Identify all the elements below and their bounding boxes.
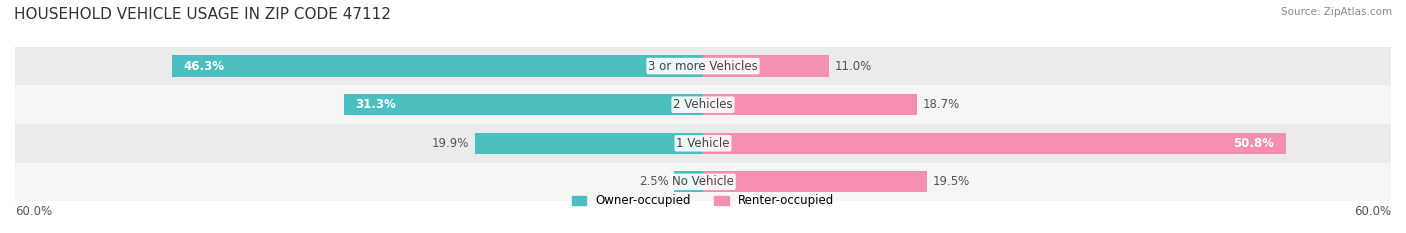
- Bar: [172, 55, 703, 77]
- Text: 1 Vehicle: 1 Vehicle: [676, 137, 730, 150]
- Legend: Owner-occupied, Renter-occupied: Owner-occupied, Renter-occupied: [572, 194, 834, 207]
- Bar: [15, 86, 1391, 124]
- Bar: [15, 163, 1391, 201]
- Bar: [675, 171, 703, 192]
- Bar: [475, 133, 703, 154]
- Bar: [703, 133, 1285, 154]
- Text: 18.7%: 18.7%: [924, 98, 960, 111]
- Bar: [344, 94, 703, 115]
- Bar: [15, 124, 1391, 163]
- Text: 11.0%: 11.0%: [835, 60, 872, 73]
- Text: 3 or more Vehicles: 3 or more Vehicles: [648, 60, 758, 73]
- Text: 2 Vehicles: 2 Vehicles: [673, 98, 733, 111]
- Text: Source: ZipAtlas.com: Source: ZipAtlas.com: [1281, 7, 1392, 17]
- Text: HOUSEHOLD VEHICLE USAGE IN ZIP CODE 47112: HOUSEHOLD VEHICLE USAGE IN ZIP CODE 4711…: [14, 7, 391, 22]
- Text: No Vehicle: No Vehicle: [672, 175, 734, 188]
- Text: 2.5%: 2.5%: [638, 175, 669, 188]
- Bar: [703, 171, 927, 192]
- Bar: [703, 55, 830, 77]
- Text: 46.3%: 46.3%: [184, 60, 225, 73]
- Text: 19.9%: 19.9%: [432, 137, 470, 150]
- Bar: [15, 47, 1391, 86]
- Bar: [703, 94, 918, 115]
- Text: 31.3%: 31.3%: [356, 98, 396, 111]
- Text: 50.8%: 50.8%: [1233, 137, 1274, 150]
- Text: 60.0%: 60.0%: [1354, 205, 1391, 218]
- Text: 19.5%: 19.5%: [932, 175, 970, 188]
- Text: 60.0%: 60.0%: [15, 205, 52, 218]
